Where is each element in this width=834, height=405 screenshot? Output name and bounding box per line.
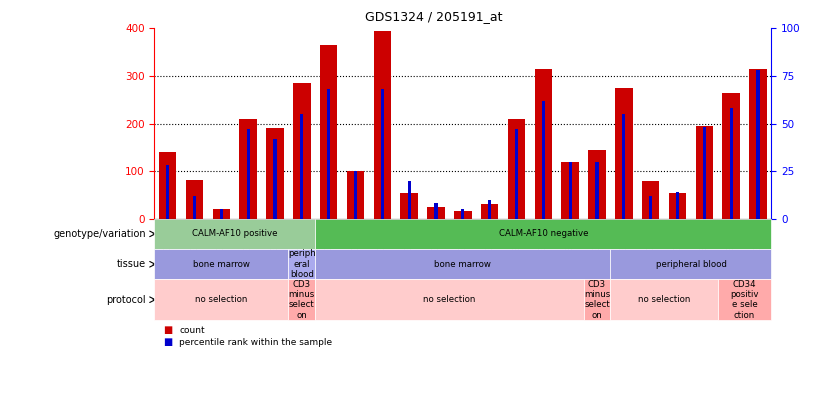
Text: bone marrow: bone marrow (435, 260, 491, 269)
Bar (220, 209, 223, 219)
Text: tissue: tissue (117, 259, 146, 269)
Bar (481, 205, 499, 219)
Bar (722, 93, 740, 219)
Text: CD34
positiv
e sele
ction: CD34 positiv e sele ction (731, 279, 759, 320)
Bar (649, 196, 652, 219)
Text: GDS1324 / 205191_at: GDS1324 / 205191_at (365, 10, 502, 23)
Bar (293, 83, 310, 219)
Text: CD3
minus
select
on: CD3 minus select on (584, 279, 610, 320)
Bar (669, 192, 686, 219)
Bar (193, 196, 196, 219)
Bar (400, 192, 418, 219)
Bar (320, 45, 338, 219)
Text: CD3
minus
select
on: CD3 minus select on (289, 279, 315, 320)
Bar (408, 181, 411, 219)
Bar (300, 114, 304, 219)
Text: no selection: no selection (424, 295, 475, 304)
Bar (159, 152, 177, 219)
Bar (595, 162, 599, 219)
Bar (435, 203, 438, 219)
Text: peripheral blood: peripheral blood (656, 260, 726, 269)
Bar (515, 129, 518, 219)
Bar (703, 127, 706, 219)
Text: count: count (179, 326, 205, 335)
Text: genotype/variation: genotype/variation (53, 229, 146, 239)
Text: ■: ■ (163, 325, 172, 335)
Text: CALM-AF10 positive: CALM-AF10 positive (192, 229, 278, 239)
Text: periph
eral
blood: periph eral blood (288, 249, 316, 279)
Bar (676, 192, 679, 219)
Bar (455, 211, 471, 219)
Text: no selection: no selection (638, 295, 691, 304)
Bar (696, 126, 713, 219)
Bar (615, 88, 633, 219)
Bar (642, 181, 660, 219)
Bar (756, 70, 760, 219)
Bar (488, 200, 491, 219)
Bar (381, 89, 384, 219)
Bar (542, 101, 545, 219)
Bar (588, 150, 605, 219)
Bar (730, 108, 733, 219)
Bar (374, 31, 391, 219)
Bar (508, 119, 525, 219)
Bar (622, 114, 626, 219)
Bar (274, 139, 277, 219)
Text: no selection: no selection (195, 295, 248, 304)
Bar (461, 209, 465, 219)
Bar (327, 89, 330, 219)
Text: bone marrow: bone marrow (193, 260, 250, 269)
Bar (239, 119, 257, 219)
Bar (166, 165, 169, 219)
Bar (186, 180, 203, 219)
Bar (561, 162, 579, 219)
Text: protocol: protocol (106, 295, 146, 305)
Bar (347, 171, 364, 219)
Bar (749, 69, 766, 219)
Text: ■: ■ (163, 337, 172, 347)
Bar (213, 209, 230, 219)
Bar (535, 69, 552, 219)
Bar (569, 162, 572, 219)
Text: CALM-AF10 negative: CALM-AF10 negative (499, 229, 588, 239)
Bar (427, 207, 445, 219)
Bar (247, 129, 249, 219)
Bar (354, 171, 357, 219)
Text: percentile rank within the sample: percentile rank within the sample (179, 338, 333, 347)
Bar (266, 128, 284, 219)
